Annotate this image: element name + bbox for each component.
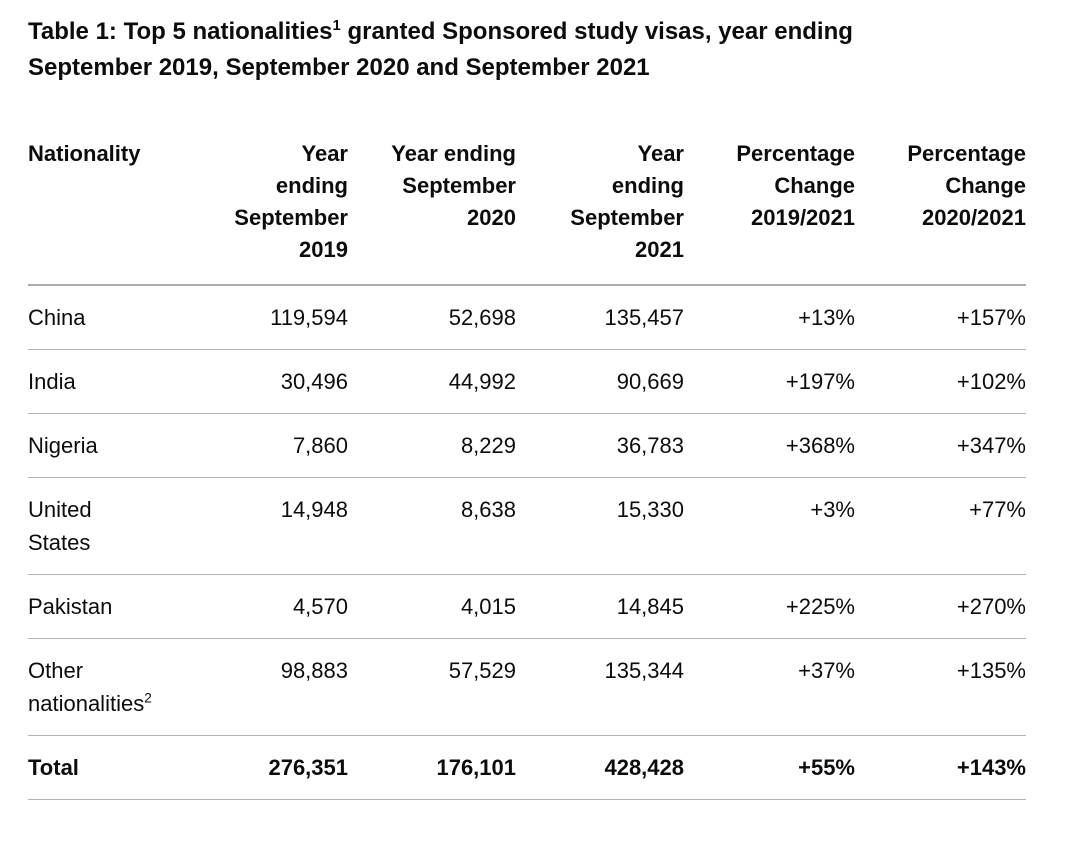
row-label-cell: Other nationalities2 (28, 638, 200, 736)
table-row-nigeria: Nigeria 7,860 8,229 36,783 +368% +347% (28, 413, 1026, 478)
value-cell: +37% (684, 638, 855, 736)
table-row-china: China 119,594 52,698 135,457 +13% +157% (28, 285, 1026, 350)
value-cell: 30,496 (200, 349, 348, 414)
value-cell: 135,344 (516, 638, 684, 736)
table-row-other-nationalities: Other nationalities2 98,883 57,529 135,344 +… (28, 638, 1026, 736)
value-cell: +135% (855, 638, 1026, 736)
row-label-cell: Nigeria (28, 413, 200, 478)
footnote-ref-2: 2 (144, 690, 152, 706)
value-cell: 98,883 (200, 638, 348, 736)
row-label: China (28, 305, 86, 330)
value-cell: 176,101 (348, 735, 516, 800)
value-cell: 4,570 (200, 574, 348, 639)
value-cell: +55% (684, 735, 855, 800)
value-cell: +157% (855, 285, 1026, 350)
value-cell: 7,860 (200, 413, 348, 478)
report-page: Table 1: Top 5 nationalities1 granted Sp… (28, 14, 1026, 800)
value-cell: 15,330 (516, 477, 684, 575)
value-cell: 119,594 (200, 285, 348, 350)
table-caption-text: Table 1: Top 5 nationalities (28, 18, 333, 45)
column-header-nationality: Nationality (28, 138, 200, 286)
table-row-india: India 30,496 44,992 90,669 +197% +102% (28, 349, 1026, 414)
value-cell: 276,351 (200, 735, 348, 800)
row-label-cell: India (28, 349, 200, 414)
row-label-cell: United States (28, 477, 200, 575)
value-cell: +347% (855, 413, 1026, 478)
column-header-percentage-change-2019-2021: Percentage Change 2019/2021 (684, 138, 855, 286)
value-cell: 44,992 (348, 349, 516, 414)
row-label: Total (28, 755, 79, 780)
value-cell: 52,698 (348, 285, 516, 350)
value-cell: +225% (684, 574, 855, 639)
table-caption-rest: granted Sponsored study visas, year endi… (28, 18, 853, 81)
value-cell: 8,638 (348, 477, 516, 575)
value-cell: +13% (684, 285, 855, 350)
study-visas-table: Nationality Year ending September 2019 Yea… (28, 138, 1026, 800)
table-caption: Table 1: Top 5 nationalities1 granted Sp… (28, 14, 980, 86)
row-label: United States (28, 497, 92, 555)
column-header-year-ending-september-2019: Year ending September 2019 (200, 138, 348, 286)
row-label: Other nationalities (28, 658, 145, 716)
column-header-percentage-change-2020-2021: Percentage Change 2020/2021 (855, 138, 1026, 286)
column-header-year-ending-september-2021: Year ending September 2021 (516, 138, 684, 286)
value-cell: 8,229 (348, 413, 516, 478)
value-cell: +368% (684, 413, 855, 478)
table-row-united-states: United States 14,948 8,638 15,330 +3% +77% (28, 477, 1026, 575)
value-cell: +77% (855, 477, 1026, 575)
row-label-cell: Total (28, 735, 200, 800)
value-cell: 90,669 (516, 349, 684, 414)
value-cell: 135,457 (516, 285, 684, 350)
value-cell: 57,529 (348, 638, 516, 736)
table-header-row: Nationality Year ending September 2019 Yea… (28, 138, 1026, 286)
table-row-total: Total 276,351 176,101 428,428 +55% +143% (28, 735, 1026, 800)
value-cell: 428,428 (516, 735, 684, 800)
value-cell: +102% (855, 349, 1026, 414)
footnote-ref-1: 1 (332, 18, 341, 34)
value-cell: +270% (855, 574, 1026, 639)
row-label: India (28, 369, 76, 394)
value-cell: +3% (684, 477, 855, 575)
value-cell: +143% (855, 735, 1026, 800)
row-label: Nigeria (28, 433, 98, 458)
row-label: Pakistan (28, 594, 113, 619)
value-cell: 36,783 (516, 413, 684, 478)
value-cell: 4,015 (348, 574, 516, 639)
table-row-pakistan: Pakistan 4,570 4,015 14,845 +225% +270% (28, 574, 1026, 639)
row-label-cell: China (28, 285, 200, 350)
value-cell: 14,845 (516, 574, 684, 639)
row-label-cell: Pakistan (28, 574, 200, 639)
value-cell: +197% (684, 349, 855, 414)
value-cell: 14,948 (200, 477, 348, 575)
column-header-year-ending-september-2020: Year ending September 2020 (348, 138, 516, 286)
